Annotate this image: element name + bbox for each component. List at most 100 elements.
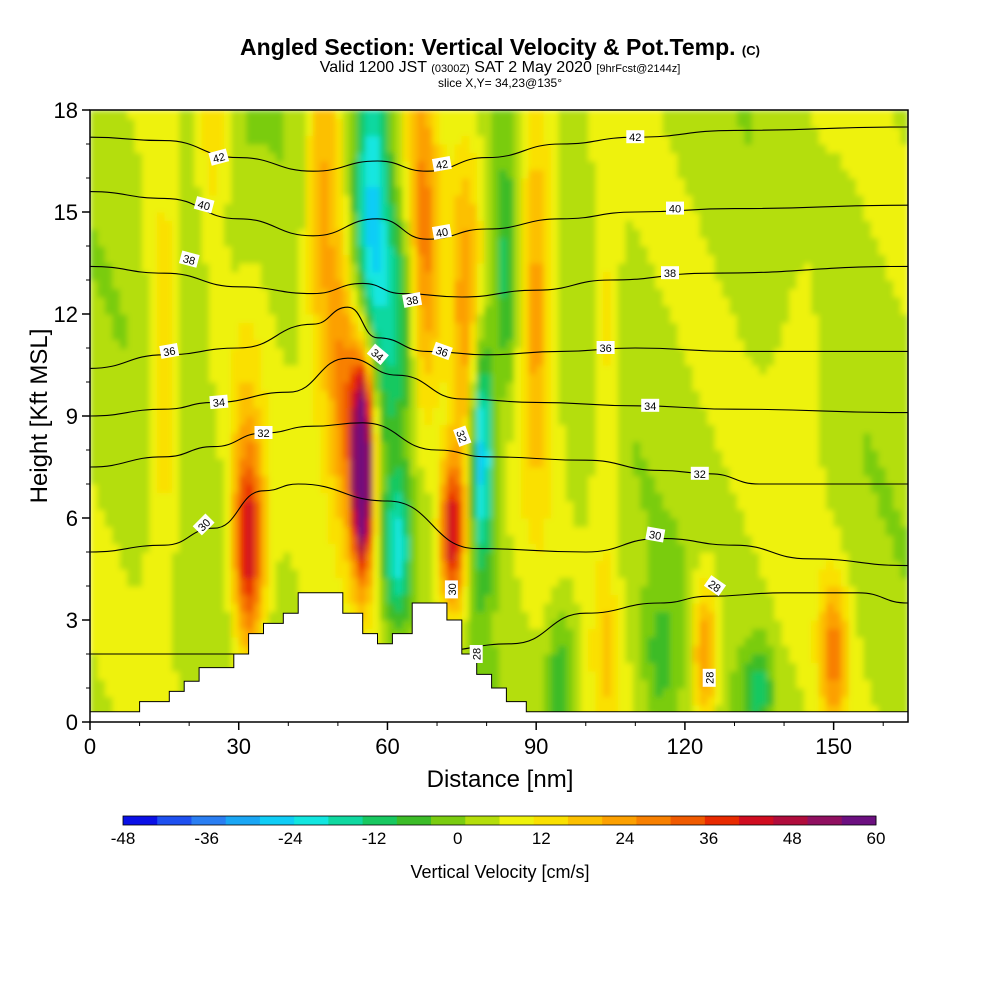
velocity-cell: [313, 203, 322, 213]
velocity-cell: [179, 662, 188, 672]
velocity-cell: [97, 263, 106, 273]
velocity-cell: [402, 399, 411, 409]
velocity-cell: [573, 492, 582, 502]
velocity-cell: [521, 263, 530, 273]
velocity-cell: [171, 373, 180, 383]
velocity-cell: [603, 594, 612, 604]
velocity-cell: [112, 314, 121, 324]
velocity-cell: [335, 399, 344, 409]
velocity-cell: [409, 186, 418, 196]
velocity-cell: [394, 450, 403, 460]
velocity-cell: [484, 186, 493, 196]
velocity-cell: [446, 246, 455, 256]
velocity-cell: [536, 118, 545, 128]
velocity-cell: [156, 169, 165, 179]
velocity-cell: [603, 577, 612, 587]
velocity-cell: [484, 569, 493, 579]
velocity-cell: [142, 594, 151, 604]
velocity-cell: [439, 280, 448, 290]
velocity-cell: [283, 331, 292, 341]
velocity-cell: [551, 586, 560, 596]
velocity-cell: [90, 441, 99, 451]
velocity-cell: [313, 492, 322, 502]
velocity-cell: [104, 645, 113, 655]
velocity-cell: [394, 212, 403, 222]
velocity-cell: [476, 662, 485, 672]
velocity-cell: [90, 628, 99, 638]
velocity-cell: [261, 178, 270, 188]
velocity-cell: [186, 186, 195, 196]
velocity-cell: [335, 450, 344, 460]
velocity-cell: [186, 263, 195, 273]
velocity-cell: [171, 620, 180, 630]
velocity-cell: [461, 220, 470, 230]
velocity-cell: [439, 178, 448, 188]
velocity-cell: [149, 654, 158, 664]
velocity-cell: [573, 688, 582, 698]
velocity-cell: [261, 263, 270, 273]
velocity-cell: [97, 229, 106, 239]
velocity-cell: [506, 382, 515, 392]
velocity-cell: [588, 382, 597, 392]
velocity-cell: [149, 407, 158, 417]
velocity-cell: [142, 475, 151, 485]
velocity-cell: [283, 127, 292, 137]
velocity-cell: [580, 203, 589, 213]
velocity-cell: [588, 305, 597, 315]
velocity-cell: [179, 441, 188, 451]
velocity-cell: [298, 518, 307, 528]
velocity-cell: [580, 322, 589, 332]
velocity-cell: [156, 645, 165, 655]
velocity-cell: [246, 458, 255, 468]
velocity-cell: [543, 373, 552, 383]
velocity-cell: [357, 331, 366, 341]
velocity-cell: [499, 501, 508, 511]
velocity-cell: [357, 271, 366, 281]
velocity-cell: [387, 237, 396, 247]
velocity-cell: [97, 594, 106, 604]
velocity-cell: [499, 509, 508, 519]
velocity-cell: [565, 467, 574, 477]
velocity-cell: [179, 535, 188, 545]
velocity-cell: [365, 118, 374, 128]
velocity-cell: [342, 178, 351, 188]
velocity-cell: [588, 297, 597, 307]
velocity-cell: [335, 569, 344, 579]
velocity-cell: [543, 365, 552, 375]
velocity-cell: [491, 654, 500, 664]
velocity-cell: [290, 526, 299, 536]
velocity-cell: [432, 569, 441, 579]
velocity-cell: [536, 339, 545, 349]
velocity-cell: [491, 127, 500, 137]
velocity-cell: [476, 373, 485, 383]
velocity-cell: [119, 543, 128, 553]
velocity-cell: [565, 637, 574, 647]
velocity-cell: [134, 671, 143, 681]
velocity-cell: [424, 127, 433, 137]
velocity-cell: [536, 195, 545, 205]
velocity-cell: [357, 297, 366, 307]
velocity-cell: [454, 254, 463, 264]
velocity-cell: [253, 195, 262, 205]
velocity-cell: [231, 237, 240, 247]
velocity-cell: [246, 441, 255, 451]
velocity-cell: [275, 492, 284, 502]
velocity-cell: [268, 110, 277, 120]
velocity-cell: [327, 254, 336, 264]
velocity-cell: [342, 399, 351, 409]
velocity-cell: [112, 339, 121, 349]
velocity-cell: [104, 526, 113, 536]
velocity-cell: [305, 467, 314, 477]
velocity-cell: [90, 586, 99, 596]
velocity-cell: [499, 339, 508, 349]
velocity-cell: [238, 475, 247, 485]
velocity-cell: [446, 611, 455, 621]
velocity-cell: [327, 135, 336, 145]
velocity-cell: [558, 356, 567, 366]
velocity-cell: [238, 586, 247, 596]
velocity-cell: [506, 322, 515, 332]
velocity-cell: [90, 152, 99, 162]
velocity-cell: [543, 390, 552, 400]
velocity-cell: [156, 407, 165, 417]
velocity-cell: [149, 679, 158, 689]
